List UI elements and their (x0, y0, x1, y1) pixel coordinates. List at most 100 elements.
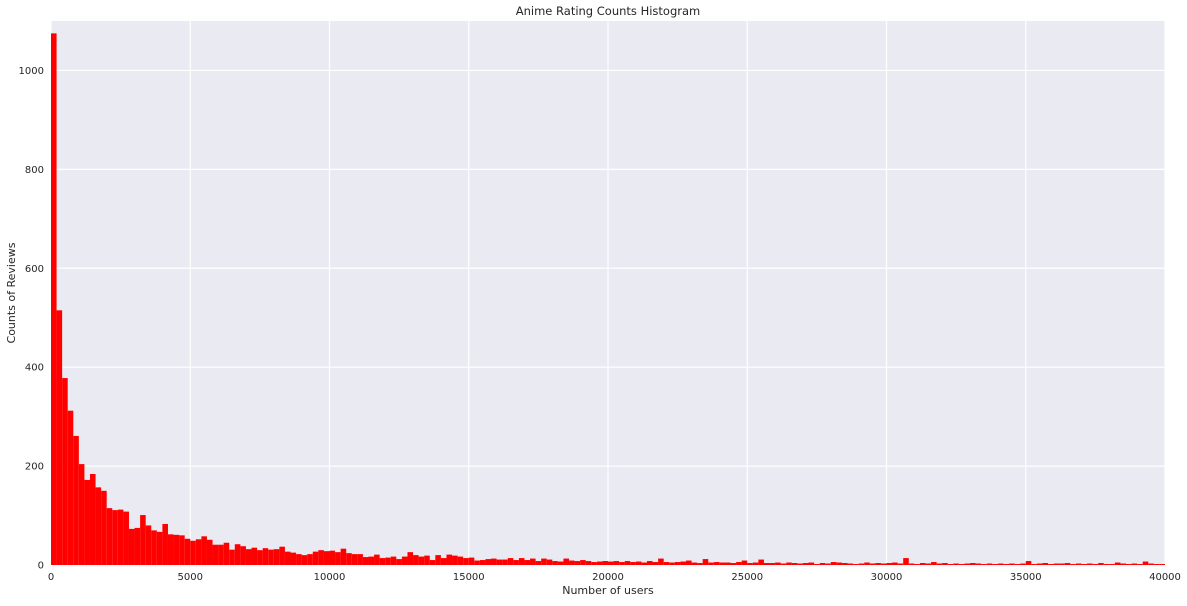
histogram-bar (240, 546, 246, 565)
x-tick-label: 5000 (178, 572, 203, 583)
histogram-bar (970, 563, 976, 565)
histogram-bar (1003, 564, 1010, 565)
histogram-bar (1075, 563, 1082, 565)
histogram-bar (413, 555, 419, 565)
histogram-bar (596, 561, 603, 565)
histogram-bar (708, 562, 714, 565)
histogram-bar (206, 539, 213, 565)
histogram-bar (630, 562, 636, 565)
histogram-bar (574, 561, 581, 565)
y-tick-label: 800 (25, 165, 44, 176)
histogram-bar (167, 534, 174, 565)
histogram-bar (914, 564, 920, 565)
histogram-bar (279, 546, 285, 565)
histogram-bar (1114, 562, 1121, 565)
histogram-bar (407, 552, 414, 565)
histogram-bar (964, 563, 971, 565)
chart-title: Anime Rating Counts Histogram (516, 4, 700, 18)
histogram-bar (1148, 563, 1154, 565)
y-tick-labels: 0 200 400 600 800 1000 (19, 66, 44, 572)
histogram-bar (563, 558, 570, 565)
x-axis-label: Number of users (562, 584, 654, 597)
histogram-bar (1025, 561, 1032, 565)
histogram-bar (997, 563, 1004, 565)
histogram-bar (613, 561, 620, 565)
histogram-bar (307, 554, 313, 565)
histogram-bar (290, 552, 297, 565)
histogram-bar (56, 310, 63, 565)
histogram-bar (747, 563, 753, 565)
histogram-bar (1036, 563, 1043, 565)
histogram-bar (552, 561, 558, 565)
histogram-bar (374, 554, 380, 565)
histogram-bar (1142, 561, 1149, 565)
histogram-bar (89, 474, 96, 565)
histogram-bar (195, 539, 202, 565)
histogram-bar (541, 558, 547, 565)
histogram-bar (1087, 563, 1093, 565)
histogram-bar (463, 558, 469, 565)
histogram-bar (635, 561, 642, 565)
histogram-bar (201, 536, 207, 565)
histogram-bar (1109, 564, 1115, 565)
histogram-bar (1031, 564, 1037, 565)
histogram-bar (1131, 563, 1138, 565)
histogram-bar (273, 549, 280, 565)
histogram-bar (346, 553, 352, 565)
histogram-bar (340, 548, 347, 565)
histogram-bar (908, 563, 915, 565)
histogram-bar (1009, 563, 1015, 565)
histogram-bar (724, 562, 731, 565)
histogram-bar (1070, 564, 1076, 565)
histogram-bar (1014, 564, 1021, 565)
histogram-bar (184, 538, 191, 565)
histogram-bar (284, 551, 291, 565)
histogram-bar (730, 563, 737, 565)
histogram-bar (524, 560, 531, 565)
histogram-bar (162, 523, 168, 565)
histogram-bar (858, 563, 865, 565)
histogram-bar (1064, 563, 1071, 565)
histogram-bar (245, 549, 252, 565)
histogram-bar (457, 556, 464, 565)
histogram-bar (875, 563, 881, 565)
histogram-bar (953, 563, 959, 565)
x-tick-label: 30000 (871, 572, 903, 583)
histogram-bar (841, 563, 848, 565)
histogram-bar (797, 563, 803, 565)
histogram-bar (429, 560, 436, 565)
histogram-bar (986, 563, 993, 565)
histogram-bar (830, 562, 837, 565)
histogram-bar (1153, 564, 1160, 565)
histogram-bar (390, 556, 397, 565)
histogram-bar (619, 562, 625, 565)
histogram-bar (736, 562, 742, 565)
histogram-bar (396, 559, 402, 565)
histogram-bar (685, 560, 692, 565)
histogram-bar (591, 562, 597, 565)
histogram-bar (502, 559, 508, 565)
histogram-bar (368, 556, 375, 565)
histogram-bar (903, 558, 909, 565)
histogram-bar (674, 562, 681, 565)
histogram-bar (507, 558, 514, 565)
histogram-bar (117, 509, 124, 565)
histogram-bar (763, 563, 770, 565)
histogram-bar (936, 563, 943, 565)
histogram-bar (702, 559, 709, 565)
histogram-bar (218, 544, 224, 565)
histogram-bar (853, 564, 859, 565)
histogram-bar (73, 435, 79, 565)
histogram-bar (134, 527, 141, 565)
histogram-bar (296, 554, 302, 565)
histogram-bar (1092, 564, 1099, 565)
x-tick-label: 25000 (731, 572, 763, 583)
histogram-bar (440, 558, 447, 565)
histogram-bar (318, 550, 324, 565)
histogram-bar (84, 479, 90, 565)
histogram-bar (106, 508, 113, 565)
histogram-bar (569, 560, 575, 565)
histogram-bar (530, 558, 536, 565)
histogram-bar (1081, 564, 1088, 565)
histogram-bar (864, 562, 870, 565)
